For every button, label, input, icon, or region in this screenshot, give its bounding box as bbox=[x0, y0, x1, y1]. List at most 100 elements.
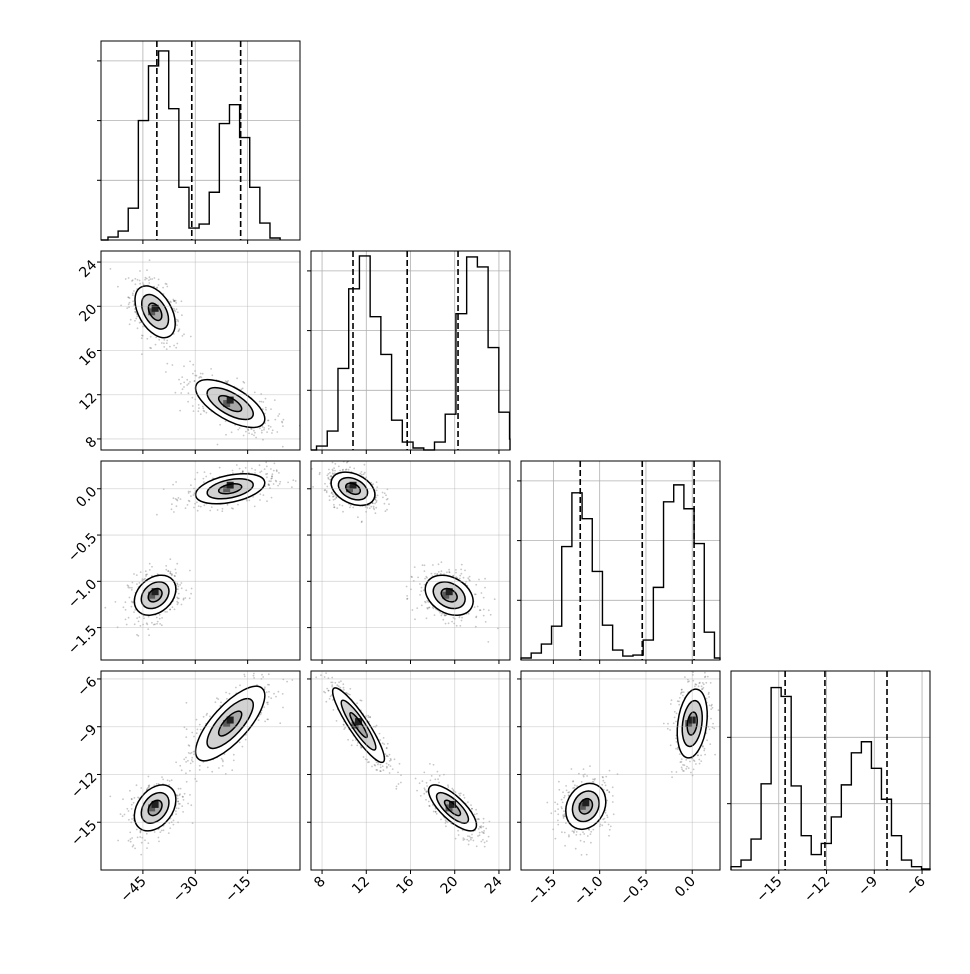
sample-point bbox=[183, 758, 185, 760]
sample-point bbox=[270, 408, 272, 410]
sample-point bbox=[338, 685, 340, 687]
sample-point bbox=[375, 507, 377, 509]
sample-point bbox=[172, 364, 174, 366]
sample-point bbox=[231, 769, 233, 771]
sample-point bbox=[272, 473, 274, 475]
sample-point bbox=[286, 681, 288, 683]
sample-point bbox=[169, 301, 171, 303]
sample-point bbox=[253, 673, 255, 675]
sample-point bbox=[139, 582, 141, 584]
sample-point bbox=[336, 507, 338, 509]
sample-point bbox=[704, 676, 706, 678]
sample-point bbox=[173, 824, 175, 826]
sample-point bbox=[192, 761, 194, 763]
sample-point bbox=[331, 677, 333, 679]
sample-point bbox=[182, 811, 184, 813]
sample-point bbox=[592, 829, 594, 831]
sample-point bbox=[159, 614, 161, 616]
sample-point bbox=[239, 742, 241, 744]
sample-point bbox=[125, 609, 127, 611]
sample-point bbox=[325, 701, 327, 703]
sample-point bbox=[361, 521, 363, 523]
sample-point bbox=[134, 848, 136, 850]
sample-point bbox=[168, 784, 170, 786]
sample-point bbox=[149, 569, 151, 571]
sample-point bbox=[572, 781, 574, 783]
sample-point bbox=[221, 758, 223, 760]
sample-point bbox=[248, 500, 250, 502]
sample-point bbox=[282, 707, 284, 709]
sample-point bbox=[264, 468, 266, 470]
sample-point bbox=[140, 625, 142, 627]
sample-point bbox=[182, 388, 184, 390]
sample-point bbox=[174, 575, 176, 577]
sample-point bbox=[557, 808, 559, 810]
sample-point bbox=[606, 815, 608, 817]
sample-point bbox=[147, 788, 149, 790]
sample-point bbox=[169, 346, 171, 348]
sample-point bbox=[315, 676, 317, 678]
sample-point bbox=[268, 480, 270, 482]
sample-point bbox=[154, 831, 156, 833]
sample-point bbox=[211, 506, 213, 508]
sample-point bbox=[134, 623, 136, 625]
sample-point bbox=[180, 788, 182, 790]
sample-point bbox=[167, 779, 169, 781]
sample-point bbox=[478, 579, 480, 581]
histogram-panel-3 bbox=[727, 671, 930, 870]
sample-point bbox=[156, 623, 158, 625]
sample-point bbox=[189, 570, 191, 572]
sample-point bbox=[440, 819, 442, 821]
sample-point bbox=[388, 503, 390, 505]
sample-point bbox=[424, 570, 426, 572]
sample-point bbox=[383, 743, 385, 745]
sample-point bbox=[452, 789, 454, 791]
sample-point bbox=[713, 728, 715, 730]
sample-point bbox=[406, 586, 408, 588]
sample-point bbox=[438, 571, 440, 573]
sample-point bbox=[352, 740, 354, 742]
sample-point bbox=[708, 692, 710, 694]
sample-point bbox=[161, 617, 163, 619]
sample-point bbox=[235, 687, 237, 689]
sample-point bbox=[192, 397, 194, 399]
sample-point bbox=[146, 574, 148, 576]
sample-point bbox=[608, 792, 610, 794]
sample-point bbox=[342, 511, 344, 513]
sample-point bbox=[476, 818, 478, 820]
sample-point bbox=[122, 798, 124, 800]
sample-point bbox=[312, 486, 314, 488]
sample-point bbox=[274, 463, 276, 465]
sample-point bbox=[145, 570, 147, 572]
sample-point bbox=[187, 760, 189, 762]
joint-panel-3-1 bbox=[311, 664, 510, 871]
sample-point bbox=[251, 428, 253, 430]
sample-point bbox=[218, 767, 220, 769]
sample-point bbox=[463, 577, 465, 579]
sample-point bbox=[282, 425, 284, 427]
sample-point bbox=[175, 813, 177, 815]
sample-point bbox=[159, 831, 161, 833]
sample-point bbox=[444, 614, 446, 616]
sample-point bbox=[291, 679, 293, 681]
sample-point bbox=[583, 776, 585, 778]
sample-point bbox=[459, 617, 461, 619]
sample-point bbox=[469, 576, 471, 578]
sample-point bbox=[561, 799, 563, 801]
sample-point bbox=[156, 783, 158, 785]
sample-point bbox=[385, 494, 387, 496]
sample-point bbox=[459, 575, 461, 577]
sample-point bbox=[325, 672, 327, 674]
sample-point bbox=[136, 316, 138, 318]
sample-point bbox=[173, 497, 175, 499]
sample-point bbox=[165, 371, 167, 373]
sample-point bbox=[146, 338, 148, 340]
sample-point bbox=[109, 796, 111, 798]
sample-point bbox=[342, 469, 344, 471]
sample-point bbox=[340, 680, 342, 682]
sample-point bbox=[143, 617, 145, 619]
sample-point bbox=[583, 841, 585, 843]
sample-point bbox=[583, 768, 585, 770]
sample-point bbox=[227, 380, 229, 382]
sample-point bbox=[339, 504, 341, 506]
